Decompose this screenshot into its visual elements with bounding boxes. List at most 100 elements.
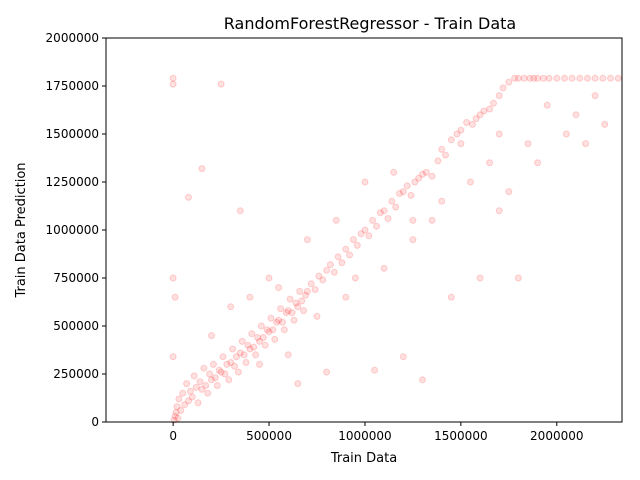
scatter-point <box>561 74 568 82</box>
scatter-point <box>234 368 242 376</box>
scatter-point <box>476 274 484 282</box>
scatter-point <box>342 293 350 301</box>
scatter-point <box>273 318 281 326</box>
scatter-point <box>373 222 380 230</box>
scatter-point <box>591 92 599 100</box>
scatter-point <box>294 380 302 388</box>
scatter-point <box>399 188 407 196</box>
scatter-point <box>236 207 244 215</box>
scatter-point <box>307 280 315 288</box>
scatter-point <box>438 145 446 153</box>
scatter-point <box>231 362 238 370</box>
scatter-point <box>217 80 225 88</box>
scatter-point <box>614 74 622 82</box>
scatter-point <box>288 309 296 317</box>
scatter-point <box>171 293 179 301</box>
scatter-point <box>332 216 340 224</box>
scatter-point <box>447 136 455 144</box>
scatter-point <box>380 264 388 272</box>
scatter-point <box>524 140 532 148</box>
scatter-point <box>457 126 465 134</box>
scatter-point <box>275 284 283 292</box>
scatter-point <box>392 203 400 211</box>
scatter-point <box>294 303 302 311</box>
scatter-point <box>256 337 263 345</box>
scatter-point <box>361 178 369 186</box>
scatter-point <box>213 382 221 389</box>
points-layer <box>169 74 622 424</box>
scatter-point <box>326 261 334 269</box>
scatter-point <box>217 368 225 376</box>
scatter-point <box>221 370 229 378</box>
scatter-point <box>411 178 419 186</box>
scatter-point <box>384 215 392 222</box>
scatter-point <box>499 84 507 92</box>
y-axis-ticks: 0 250000 500000 750000 1000000 1250000 1500000… <box>46 31 106 429</box>
scatter-point <box>457 140 465 148</box>
scatter-point <box>514 274 522 282</box>
scatter-point <box>419 376 426 384</box>
scatter-point <box>296 287 304 295</box>
scatter-point <box>246 345 254 353</box>
y-tick-label: 0 <box>91 415 99 429</box>
scatter-point <box>225 376 233 384</box>
scatter-point <box>177 407 185 414</box>
y-tick-label: 250000 <box>53 367 99 381</box>
scatter-point <box>254 334 261 341</box>
scatter-point <box>244 341 252 349</box>
scatter-point <box>215 366 223 374</box>
scatter-point <box>303 287 311 295</box>
scatter-point <box>227 359 235 366</box>
scatter-point <box>211 374 219 382</box>
scatter-point <box>526 74 534 82</box>
scatter-point <box>315 272 323 280</box>
scatter-point <box>422 168 430 176</box>
scatter-point <box>495 207 503 215</box>
scatter-point <box>520 74 528 82</box>
scatter-point <box>265 328 273 336</box>
scatter-point <box>346 251 354 259</box>
scatter-point <box>545 74 553 82</box>
scatter-point <box>399 353 407 361</box>
scatter-point <box>198 385 206 393</box>
scatter-point <box>282 309 290 317</box>
scatter-point <box>453 130 461 138</box>
scatter-point <box>183 380 191 388</box>
scatter-point <box>543 101 551 109</box>
scatter-point <box>530 74 538 82</box>
scatter-point <box>257 322 265 330</box>
scatter-point <box>240 351 248 359</box>
scatter-point <box>267 314 275 322</box>
scatter-point <box>607 74 614 82</box>
y-tick-label: 1000000 <box>46 223 99 237</box>
scatter-point <box>342 245 350 253</box>
scatter-point <box>330 268 338 276</box>
scatter-point <box>495 130 503 138</box>
scatter-point <box>169 353 177 361</box>
scatter-point <box>467 178 474 186</box>
scatter-point <box>246 293 254 301</box>
scatter-point <box>186 387 194 395</box>
scatter-point <box>173 403 181 411</box>
x-axis-label: Train Data <box>330 451 397 466</box>
scatter-point <box>568 74 576 82</box>
scatter-point <box>351 274 359 282</box>
x-axis-ticks: 0 500000 1000000 1500000 2000000 <box>169 422 584 443</box>
scatter-point <box>582 140 590 148</box>
scatter-point <box>349 236 357 244</box>
scatter-point <box>357 230 365 238</box>
scatter-point <box>463 119 471 126</box>
scatter-point <box>252 351 260 359</box>
scatter-point <box>181 401 189 409</box>
scatter-point <box>576 74 584 82</box>
scatter-point <box>185 193 192 201</box>
x-tick-label: 2000000 <box>530 429 583 443</box>
scatter-point <box>229 345 237 353</box>
scatter-point <box>206 370 214 378</box>
scatter-point <box>169 80 177 88</box>
scatter-point <box>376 209 384 217</box>
y-axis-label: Train Data Prediction <box>14 162 29 298</box>
scatter-point <box>171 412 179 420</box>
scatter-point <box>263 326 271 334</box>
scatter-point <box>185 397 192 405</box>
